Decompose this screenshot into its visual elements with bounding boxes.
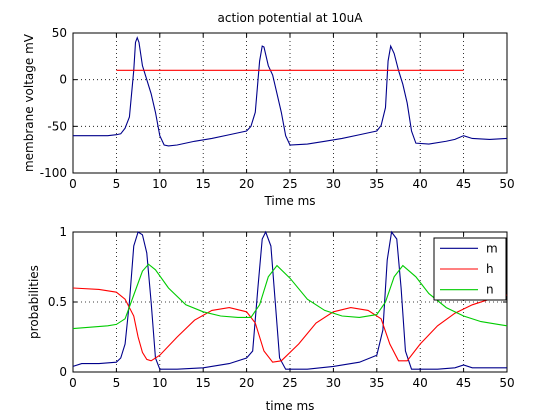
- x-tick-label: 50: [499, 177, 514, 191]
- x-tick-label: 15: [196, 177, 211, 191]
- legend-label-h: h: [486, 262, 494, 276]
- x-tick-label: 15: [196, 376, 211, 390]
- y-tick-label: -50: [47, 119, 67, 133]
- x-tick-label: 45: [456, 376, 471, 390]
- x-axis-label: time ms: [266, 399, 315, 413]
- x-tick-label: 0: [69, 376, 77, 390]
- chart-title: action potential at 10uA: [218, 11, 364, 25]
- x-tick-label: 30: [326, 376, 341, 390]
- x-tick-label: 20: [239, 376, 254, 390]
- series-line-1: [73, 36, 508, 147]
- x-tick-label: 40: [413, 376, 428, 390]
- x-tick-label: 20: [239, 177, 254, 191]
- y-tick-label: 0.5: [48, 295, 67, 309]
- x-axis-label: Time ms: [263, 194, 315, 208]
- y-tick-label: 0: [59, 73, 67, 87]
- series-line-n: [72, 263, 508, 330]
- y-tick-label: 1: [59, 225, 67, 239]
- x-tick-label: 25: [282, 177, 297, 191]
- x-tick-label: 40: [413, 177, 428, 191]
- x-tick-label: 30: [326, 177, 341, 191]
- y-tick-label: 0: [59, 365, 67, 379]
- x-tick-label: 10: [152, 376, 167, 390]
- x-tick-label: 35: [369, 376, 384, 390]
- x-tick-label: 5: [113, 376, 121, 390]
- series-line-h: [72, 287, 508, 363]
- series-line-m: [72, 230, 507, 370]
- legend: mhn: [433, 237, 507, 301]
- legend-label-m: m: [486, 241, 498, 255]
- y-axis-label: membrane voltage mV: [22, 33, 36, 172]
- legend-label-n: n: [486, 283, 494, 297]
- x-tick-label: 25: [282, 376, 297, 390]
- y-tick-label: 50: [52, 26, 67, 40]
- chart-2: 0 5 10 15 20 25 30 35 40 45 50 1 0.5 0 time ms probabil…: [27, 225, 515, 413]
- x-tick-label: 35: [369, 177, 384, 191]
- x-tick-label: 5: [113, 177, 121, 191]
- x-tick-label: 0: [69, 177, 77, 191]
- x-tick-label: 50: [499, 376, 514, 390]
- chart-1: 0 5 10 15 20 25 30 35 40 45 50 50 0 -50 -100 action pot…: [22, 11, 515, 208]
- y-tick-label: -100: [40, 166, 67, 180]
- x-tick-label: 10: [152, 177, 167, 191]
- y-axis-label: probabilities: [27, 265, 41, 339]
- x-tick-label: 45: [456, 177, 471, 191]
